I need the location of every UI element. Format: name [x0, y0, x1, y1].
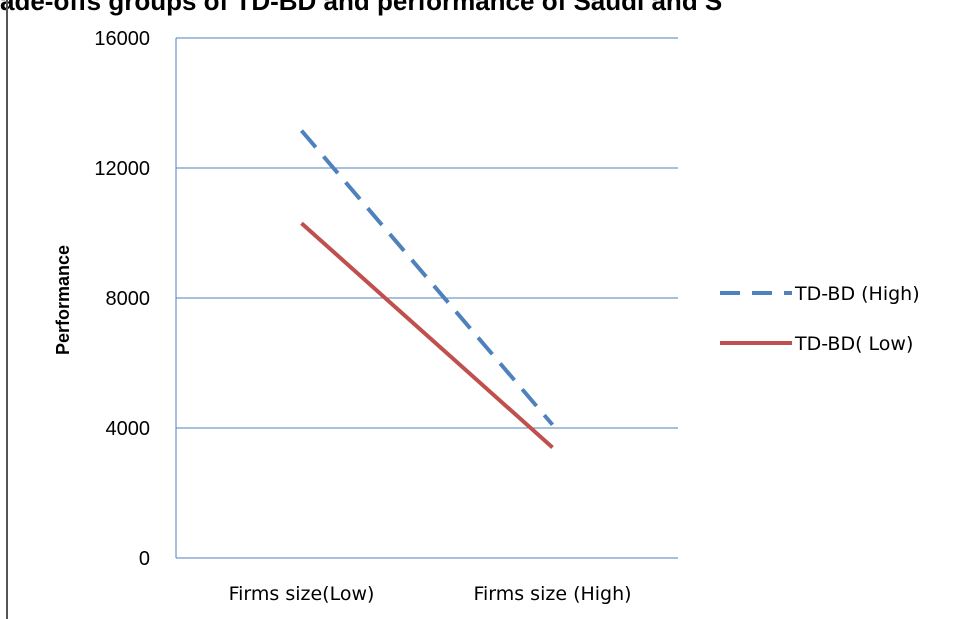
gridlines: [175, 37, 678, 559]
legend: TD-BD (High) TD-BD( Low): [720, 283, 920, 355]
y-axis-label: Performance: [53, 245, 73, 355]
frame-border: [6, 0, 8, 619]
legend-label: TD-BD( Low): [794, 333, 913, 355]
y-tick-label: 16000: [94, 28, 150, 50]
x-tick-labels: Firms size(Low) Firms size (High): [229, 583, 632, 605]
y-tick-label: 8000: [106, 288, 151, 310]
y-tick-label: 12000: [94, 158, 150, 180]
series-lines: [299, 129, 555, 449]
y-tick-label: 4000: [106, 418, 151, 440]
x-tick-label: Firms size (High): [473, 583, 631, 605]
chart-title-fragment: ade-offs groups of TD-BD and performance…: [0, 0, 723, 16]
series-line-0: [299, 129, 555, 427]
y-tick-labels: 0 4000 8000 12000 16000: [94, 28, 150, 570]
x-tick-label: Firms size(Low): [229, 583, 375, 605]
legend-label: TD-BD (High): [794, 283, 920, 305]
y-tick-label: 0: [139, 548, 150, 570]
series-line-1: [300, 221, 554, 449]
